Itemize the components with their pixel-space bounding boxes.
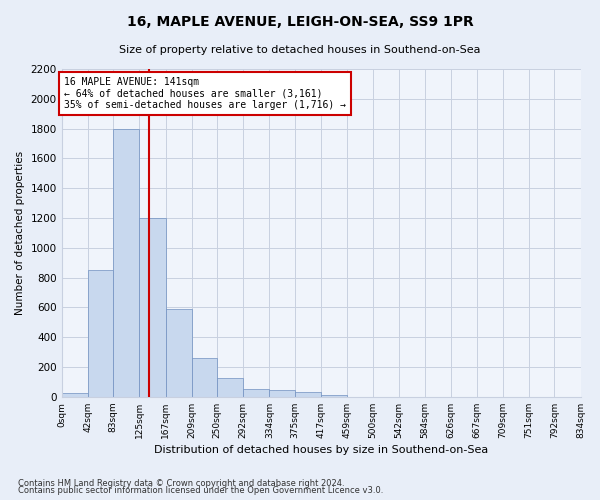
X-axis label: Distribution of detached houses by size in Southend-on-Sea: Distribution of detached houses by size …	[154, 445, 488, 455]
Text: 16 MAPLE AVENUE: 141sqm
← 64% of detached houses are smaller (3,161)
35% of semi: 16 MAPLE AVENUE: 141sqm ← 64% of detache…	[64, 77, 346, 110]
Bar	[217, 378, 244, 397]
Bar	[62, 393, 88, 397]
Bar	[88, 270, 113, 397]
Text: Size of property relative to detached houses in Southend-on-Sea: Size of property relative to detached ho…	[119, 45, 481, 55]
Bar	[269, 390, 295, 397]
Bar	[244, 390, 269, 397]
Bar	[139, 218, 166, 397]
Bar	[191, 358, 217, 397]
Y-axis label: Number of detached properties: Number of detached properties	[15, 151, 25, 315]
Bar	[113, 128, 139, 397]
Text: Contains HM Land Registry data © Crown copyright and database right 2024.: Contains HM Land Registry data © Crown c…	[18, 478, 344, 488]
Text: Contains public sector information licensed under the Open Government Licence v3: Contains public sector information licen…	[18, 486, 383, 495]
Bar	[295, 392, 321, 397]
Bar	[321, 394, 347, 397]
Bar	[166, 309, 191, 397]
Text: 16, MAPLE AVENUE, LEIGH-ON-SEA, SS9 1PR: 16, MAPLE AVENUE, LEIGH-ON-SEA, SS9 1PR	[127, 15, 473, 29]
